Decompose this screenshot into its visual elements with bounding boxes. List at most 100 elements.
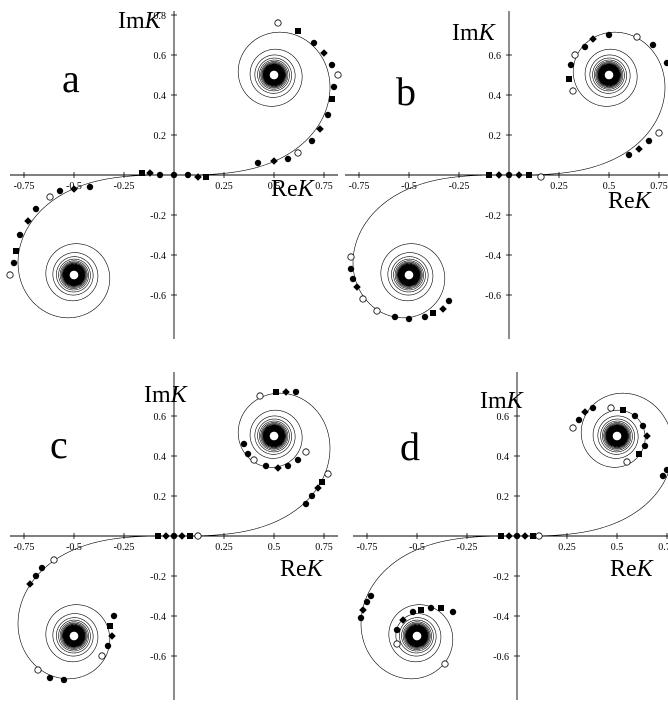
panel-label: a (62, 56, 80, 101)
y-axis-label: ImK (144, 382, 189, 408)
y-tick-label: -0.4 (485, 251, 501, 262)
point-dot (405, 315, 413, 323)
point-dot (110, 612, 118, 620)
point-ring (569, 424, 577, 432)
point-dot (60, 676, 68, 684)
point-dot (308, 137, 316, 145)
point-diamond (495, 171, 503, 179)
x-tick-label: -0.75 (357, 542, 378, 553)
point-dot (605, 31, 613, 39)
point-diamond (194, 173, 202, 181)
point-square (155, 533, 161, 539)
spiral-upper (509, 31, 666, 176)
point-square (566, 76, 572, 82)
point-dot (625, 151, 633, 159)
point-diamond (581, 408, 589, 416)
point-dot (631, 412, 639, 420)
point-diamond (270, 157, 278, 165)
point-dot (567, 61, 575, 69)
y-tick-label: 0.4 (489, 91, 502, 102)
x-tick-label: 0.25 (215, 181, 233, 192)
spiral-lower (360, 535, 517, 680)
point-dot (575, 416, 583, 424)
y-tick-label: -0.2 (150, 572, 166, 583)
y-tick-label: 0.2 (154, 131, 167, 142)
point-dot (284, 155, 292, 163)
point-ring (441, 660, 449, 668)
point-dot (663, 466, 668, 474)
point-diamond (162, 532, 170, 540)
y-tick-label: 0.6 (497, 412, 510, 423)
point-ring (98, 652, 106, 660)
point-dot (639, 422, 647, 430)
y-tick-label: 0.2 (154, 492, 167, 503)
point-diamond (320, 49, 328, 57)
point-dot (330, 83, 338, 91)
panel-label: d (400, 424, 420, 469)
point-square (418, 607, 424, 613)
point-square (498, 533, 504, 539)
point-diamond (26, 580, 34, 588)
point-diamond (589, 35, 597, 43)
x-tick-label: -0.5 (66, 542, 82, 553)
point-dot (581, 43, 589, 51)
x-tick-label: 0.25 (558, 542, 576, 553)
y-tick-label: 0.6 (154, 51, 167, 62)
x-axis-label: ReK (271, 176, 316, 202)
point-ring (633, 33, 641, 41)
point-dot (324, 111, 332, 119)
point-diamond (635, 145, 643, 153)
point-dot (367, 592, 375, 600)
y-axis-label: ImK (452, 20, 497, 46)
point-square (530, 533, 536, 539)
panel-label: c (50, 422, 68, 467)
y-tick-label: -0.6 (150, 291, 166, 302)
point-ring (34, 666, 42, 674)
point-dot (409, 608, 417, 616)
x-tick-label: -0.75 (14, 181, 35, 192)
y-axis-label: ImK (480, 388, 525, 414)
point-square (139, 170, 145, 176)
point-dot (663, 59, 668, 67)
point-diamond (505, 532, 513, 540)
point-dot (56, 187, 64, 195)
y-tick-label: -0.2 (493, 572, 509, 583)
point-dot (659, 472, 667, 480)
y-tick-label: -0.4 (150, 612, 166, 623)
x-axis-label: ReK (608, 188, 653, 214)
spiral-lower (17, 535, 174, 680)
point-ring (256, 392, 264, 400)
x-tick-label: -0.75 (349, 181, 370, 192)
point-ring (607, 404, 615, 412)
x-tick-label: 0.5 (268, 542, 281, 553)
spiral-upper (174, 31, 331, 176)
point-dot (240, 440, 248, 448)
point-dot (589, 404, 597, 412)
y-tick-label: -0.4 (493, 612, 509, 623)
point-diamond (146, 169, 154, 177)
point-dot (254, 159, 262, 167)
point-square (636, 451, 642, 457)
spiral-upper (517, 392, 668, 537)
panel-label: b (396, 69, 416, 114)
point-square (329, 96, 335, 102)
point-diamond (316, 125, 324, 133)
point-ring (50, 556, 58, 564)
point-ring (46, 193, 54, 201)
point-diamond (515, 171, 523, 179)
point-square (107, 623, 113, 629)
point-dot (38, 564, 46, 572)
point-dot (262, 462, 270, 470)
x-tick-label: -0.5 (401, 181, 417, 192)
point-ring (6, 271, 14, 279)
x-tick-label: -0.25 (114, 542, 135, 553)
panel-b: -0.75 -0.5 -0.25 0.25 0.5 0.75 0.6 0.4 0.2 -0.2 -0… (345, 11, 668, 339)
x-axis-label: ReK (610, 556, 655, 582)
y-tick-label: -0.4 (150, 251, 166, 262)
y-tick-label: -0.6 (485, 291, 501, 302)
point-dot (294, 456, 302, 464)
point-dot (363, 598, 371, 606)
panel-c: -0.75 -0.5 -0.25 0.25 0.5 0.75 0.6 0.4 0.2 -0.2 -0… (10, 372, 338, 700)
point-diamond (521, 532, 529, 540)
